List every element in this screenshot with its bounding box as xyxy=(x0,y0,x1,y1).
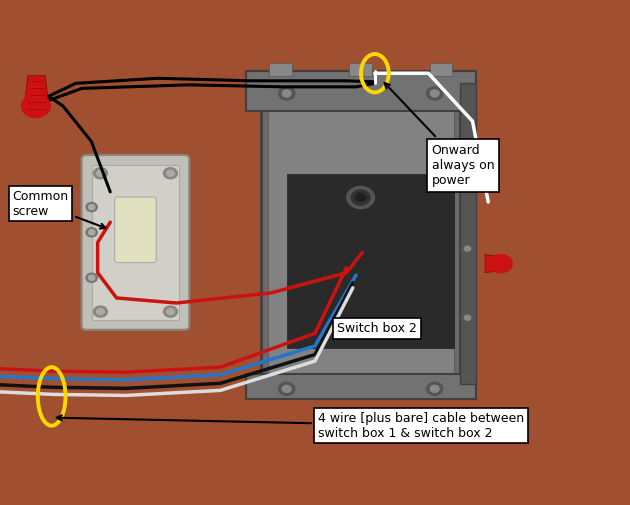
Circle shape xyxy=(464,246,471,251)
FancyBboxPatch shape xyxy=(246,71,476,111)
Circle shape xyxy=(352,190,370,205)
Circle shape xyxy=(96,309,105,315)
Circle shape xyxy=(427,87,443,100)
Circle shape xyxy=(278,382,295,395)
FancyBboxPatch shape xyxy=(287,174,454,348)
Circle shape xyxy=(88,230,95,235)
Circle shape xyxy=(166,170,174,176)
Circle shape xyxy=(88,275,95,280)
Circle shape xyxy=(464,315,471,320)
FancyBboxPatch shape xyxy=(349,63,372,76)
Circle shape xyxy=(430,385,439,392)
Circle shape xyxy=(464,165,471,170)
Circle shape xyxy=(346,186,375,209)
FancyBboxPatch shape xyxy=(460,83,476,384)
FancyBboxPatch shape xyxy=(261,83,460,384)
FancyBboxPatch shape xyxy=(92,165,180,320)
Circle shape xyxy=(461,313,474,323)
Circle shape xyxy=(166,309,174,315)
Circle shape xyxy=(278,87,295,100)
Circle shape xyxy=(86,203,98,212)
Circle shape xyxy=(355,193,366,201)
Circle shape xyxy=(86,273,98,282)
Circle shape xyxy=(94,168,107,179)
Circle shape xyxy=(282,385,291,392)
Circle shape xyxy=(94,306,107,317)
Circle shape xyxy=(163,168,178,179)
FancyBboxPatch shape xyxy=(430,63,452,76)
Circle shape xyxy=(490,255,512,273)
Polygon shape xyxy=(24,76,49,111)
Circle shape xyxy=(461,163,474,173)
FancyBboxPatch shape xyxy=(269,63,292,76)
Circle shape xyxy=(430,90,439,97)
Circle shape xyxy=(86,228,98,237)
Text: Switch box 2: Switch box 2 xyxy=(337,322,417,335)
Text: Onward
always on
power: Onward always on power xyxy=(385,83,494,187)
Circle shape xyxy=(282,90,291,97)
Circle shape xyxy=(88,205,95,210)
Circle shape xyxy=(427,382,443,395)
FancyBboxPatch shape xyxy=(268,93,454,374)
FancyBboxPatch shape xyxy=(246,374,476,399)
FancyBboxPatch shape xyxy=(115,197,156,263)
Text: 4 wire [plus bare] cable between
switch box 1 & switch box 2: 4 wire [plus bare] cable between switch … xyxy=(57,412,524,439)
Text: Common
screw: Common screw xyxy=(13,189,105,229)
Polygon shape xyxy=(485,255,510,273)
Circle shape xyxy=(96,170,105,176)
FancyBboxPatch shape xyxy=(82,155,189,330)
Circle shape xyxy=(461,243,474,254)
Circle shape xyxy=(163,306,178,317)
Circle shape xyxy=(21,94,50,118)
